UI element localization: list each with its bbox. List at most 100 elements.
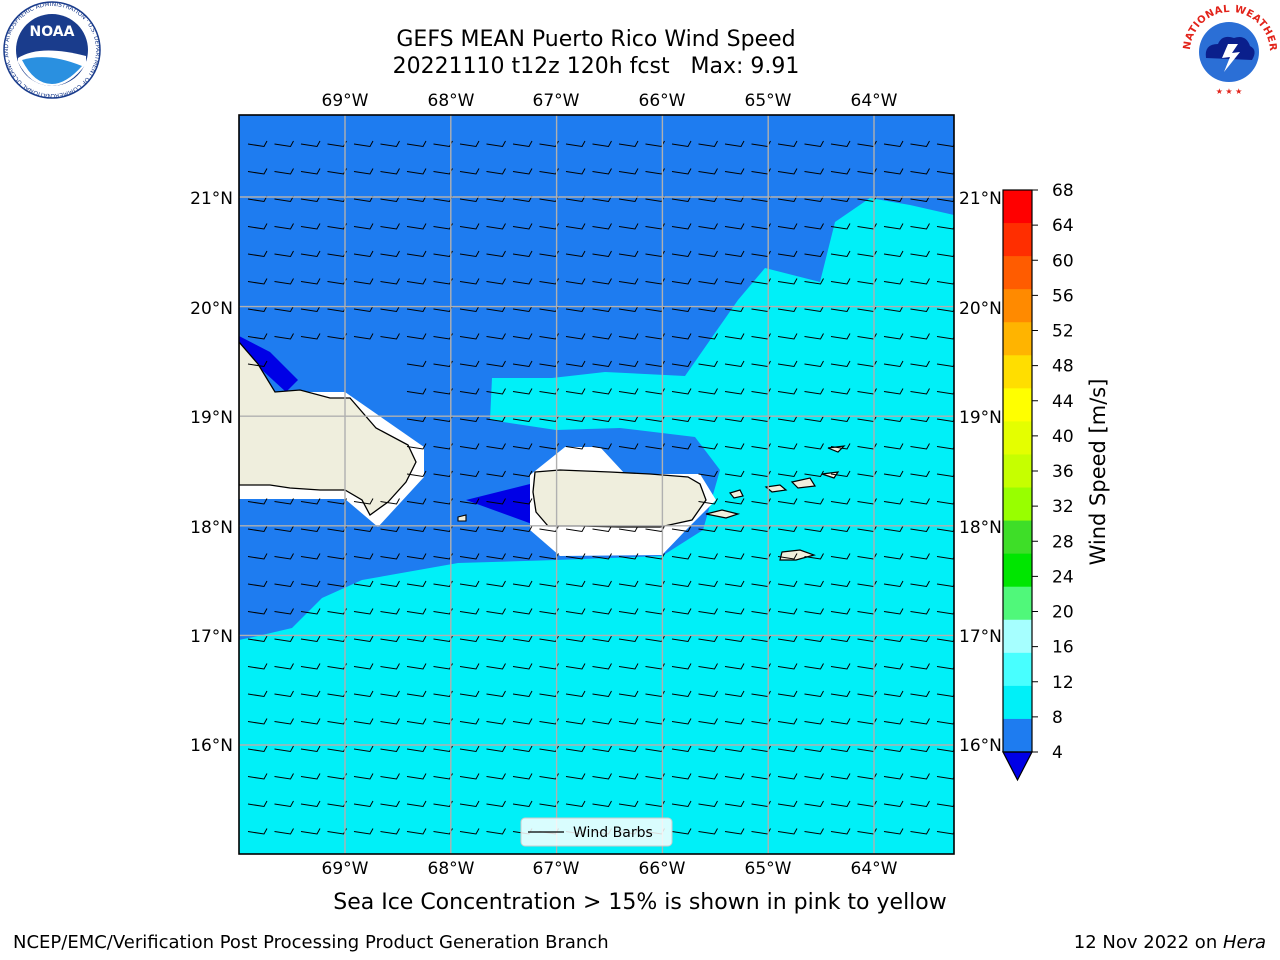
wind-barb <box>724 553 745 560</box>
wind-barb <box>804 773 824 780</box>
colorbar-segment <box>1003 256 1032 290</box>
wind-barb <box>618 443 639 450</box>
wind-barb <box>539 360 559 368</box>
colorbar-tick-label: 4 <box>1052 743 1063 763</box>
wind-barb <box>777 663 798 670</box>
wind-barb <box>433 635 453 643</box>
lat-label-right: 21°N <box>959 189 1002 209</box>
wind-barb <box>247 195 268 203</box>
wind-barb <box>645 415 665 423</box>
colorbar-tick-label: 16 <box>1052 638 1074 658</box>
wind-barb <box>300 718 321 725</box>
wind-barb <box>433 388 453 395</box>
wind-barb <box>724 498 745 505</box>
wind-barb <box>936 803 954 808</box>
wind-barb <box>300 305 321 313</box>
wind-barb <box>645 168 665 175</box>
wind-barb <box>777 828 798 835</box>
wind-barb <box>539 195 559 203</box>
colorbar-segment <box>1003 421 1032 456</box>
wind-barb <box>247 580 268 588</box>
wind-barb <box>618 663 639 670</box>
wind-barb <box>565 608 586 615</box>
wind-barb <box>724 800 745 808</box>
nws-logo: NATIONAL WEATHER SERVICE ★ ★ ★ <box>1178 0 1278 100</box>
wind-barb <box>486 498 506 505</box>
wind-barb <box>592 443 612 450</box>
wind-barb <box>300 140 321 148</box>
wind-barb <box>883 690 904 698</box>
wind-barb <box>645 388 665 395</box>
wind-barb <box>777 415 798 423</box>
wind-barb <box>565 168 586 175</box>
lon-label-top: 68°W <box>428 91 475 111</box>
wind-barb <box>936 308 954 313</box>
wind-barb <box>618 415 639 423</box>
wind-barb <box>565 250 586 258</box>
wind-barb <box>936 583 954 588</box>
wind-barb <box>724 223 745 230</box>
wind-barb <box>459 800 480 808</box>
wind-barb <box>830 168 851 175</box>
colorbar-tick-label: 28 <box>1052 532 1074 552</box>
wind-barb <box>353 553 374 560</box>
wind-barb <box>804 168 824 175</box>
wind-barb <box>698 498 718 505</box>
wind-barb <box>539 663 559 670</box>
wind-barb <box>830 718 851 725</box>
lat-label-left: 17°N <box>190 627 233 647</box>
wind-barb <box>830 415 851 423</box>
wind-barb <box>671 635 692 643</box>
colorbar-segment <box>1003 652 1032 687</box>
wind-barb <box>406 690 427 698</box>
wind-barb <box>830 250 851 258</box>
wind-barb <box>671 278 692 285</box>
wind-barb <box>247 663 268 670</box>
colorbar-tick-label: 60 <box>1052 251 1074 271</box>
wind-barb <box>380 250 400 258</box>
wind-barb <box>645 250 665 258</box>
wind-barb <box>433 553 453 560</box>
lon-label-top: 65°W <box>745 91 792 111</box>
wind-barb <box>671 333 692 340</box>
wind-barb <box>274 223 294 230</box>
wind-barb <box>618 525 639 533</box>
wind-barb <box>247 608 268 615</box>
wind-barb <box>910 525 930 533</box>
wind-barb <box>936 528 954 533</box>
wind-barb <box>936 336 954 340</box>
wind-barb <box>698 828 718 835</box>
wind-barb <box>804 690 824 698</box>
wind-barb <box>724 828 745 835</box>
wind-barb <box>247 305 268 313</box>
wind-barb <box>486 415 506 423</box>
wind-barb <box>777 305 798 313</box>
wind-barb <box>645 690 665 698</box>
wind-barb <box>592 278 612 285</box>
wind-barb <box>274 773 294 780</box>
wind-barb <box>247 498 268 505</box>
wind-barb <box>645 223 665 230</box>
wind-barb <box>698 278 718 285</box>
wind-barb <box>910 415 930 423</box>
lon-label-bottom: 66°W <box>639 859 686 879</box>
wind-barb <box>300 690 321 698</box>
wind-barb <box>618 800 639 808</box>
wind-barb <box>698 195 718 203</box>
wind-barb <box>936 143 954 148</box>
wind-barb <box>486 250 506 258</box>
wind-barb <box>804 608 824 615</box>
wind-barb <box>565 553 586 560</box>
wind-barb <box>618 305 639 313</box>
wind-barb <box>459 608 480 615</box>
wind-barb <box>936 363 954 368</box>
wind-barb <box>406 525 427 533</box>
wind-barb <box>910 580 930 588</box>
colorbar-under-arrow <box>1002 751 1033 782</box>
wind-barb <box>724 663 745 670</box>
wind-barb <box>459 470 480 478</box>
wind-barb <box>353 608 374 615</box>
colorbar-tick-label: 56 <box>1052 286 1074 306</box>
wind-barb <box>883 828 904 835</box>
wind-barb <box>433 663 453 670</box>
